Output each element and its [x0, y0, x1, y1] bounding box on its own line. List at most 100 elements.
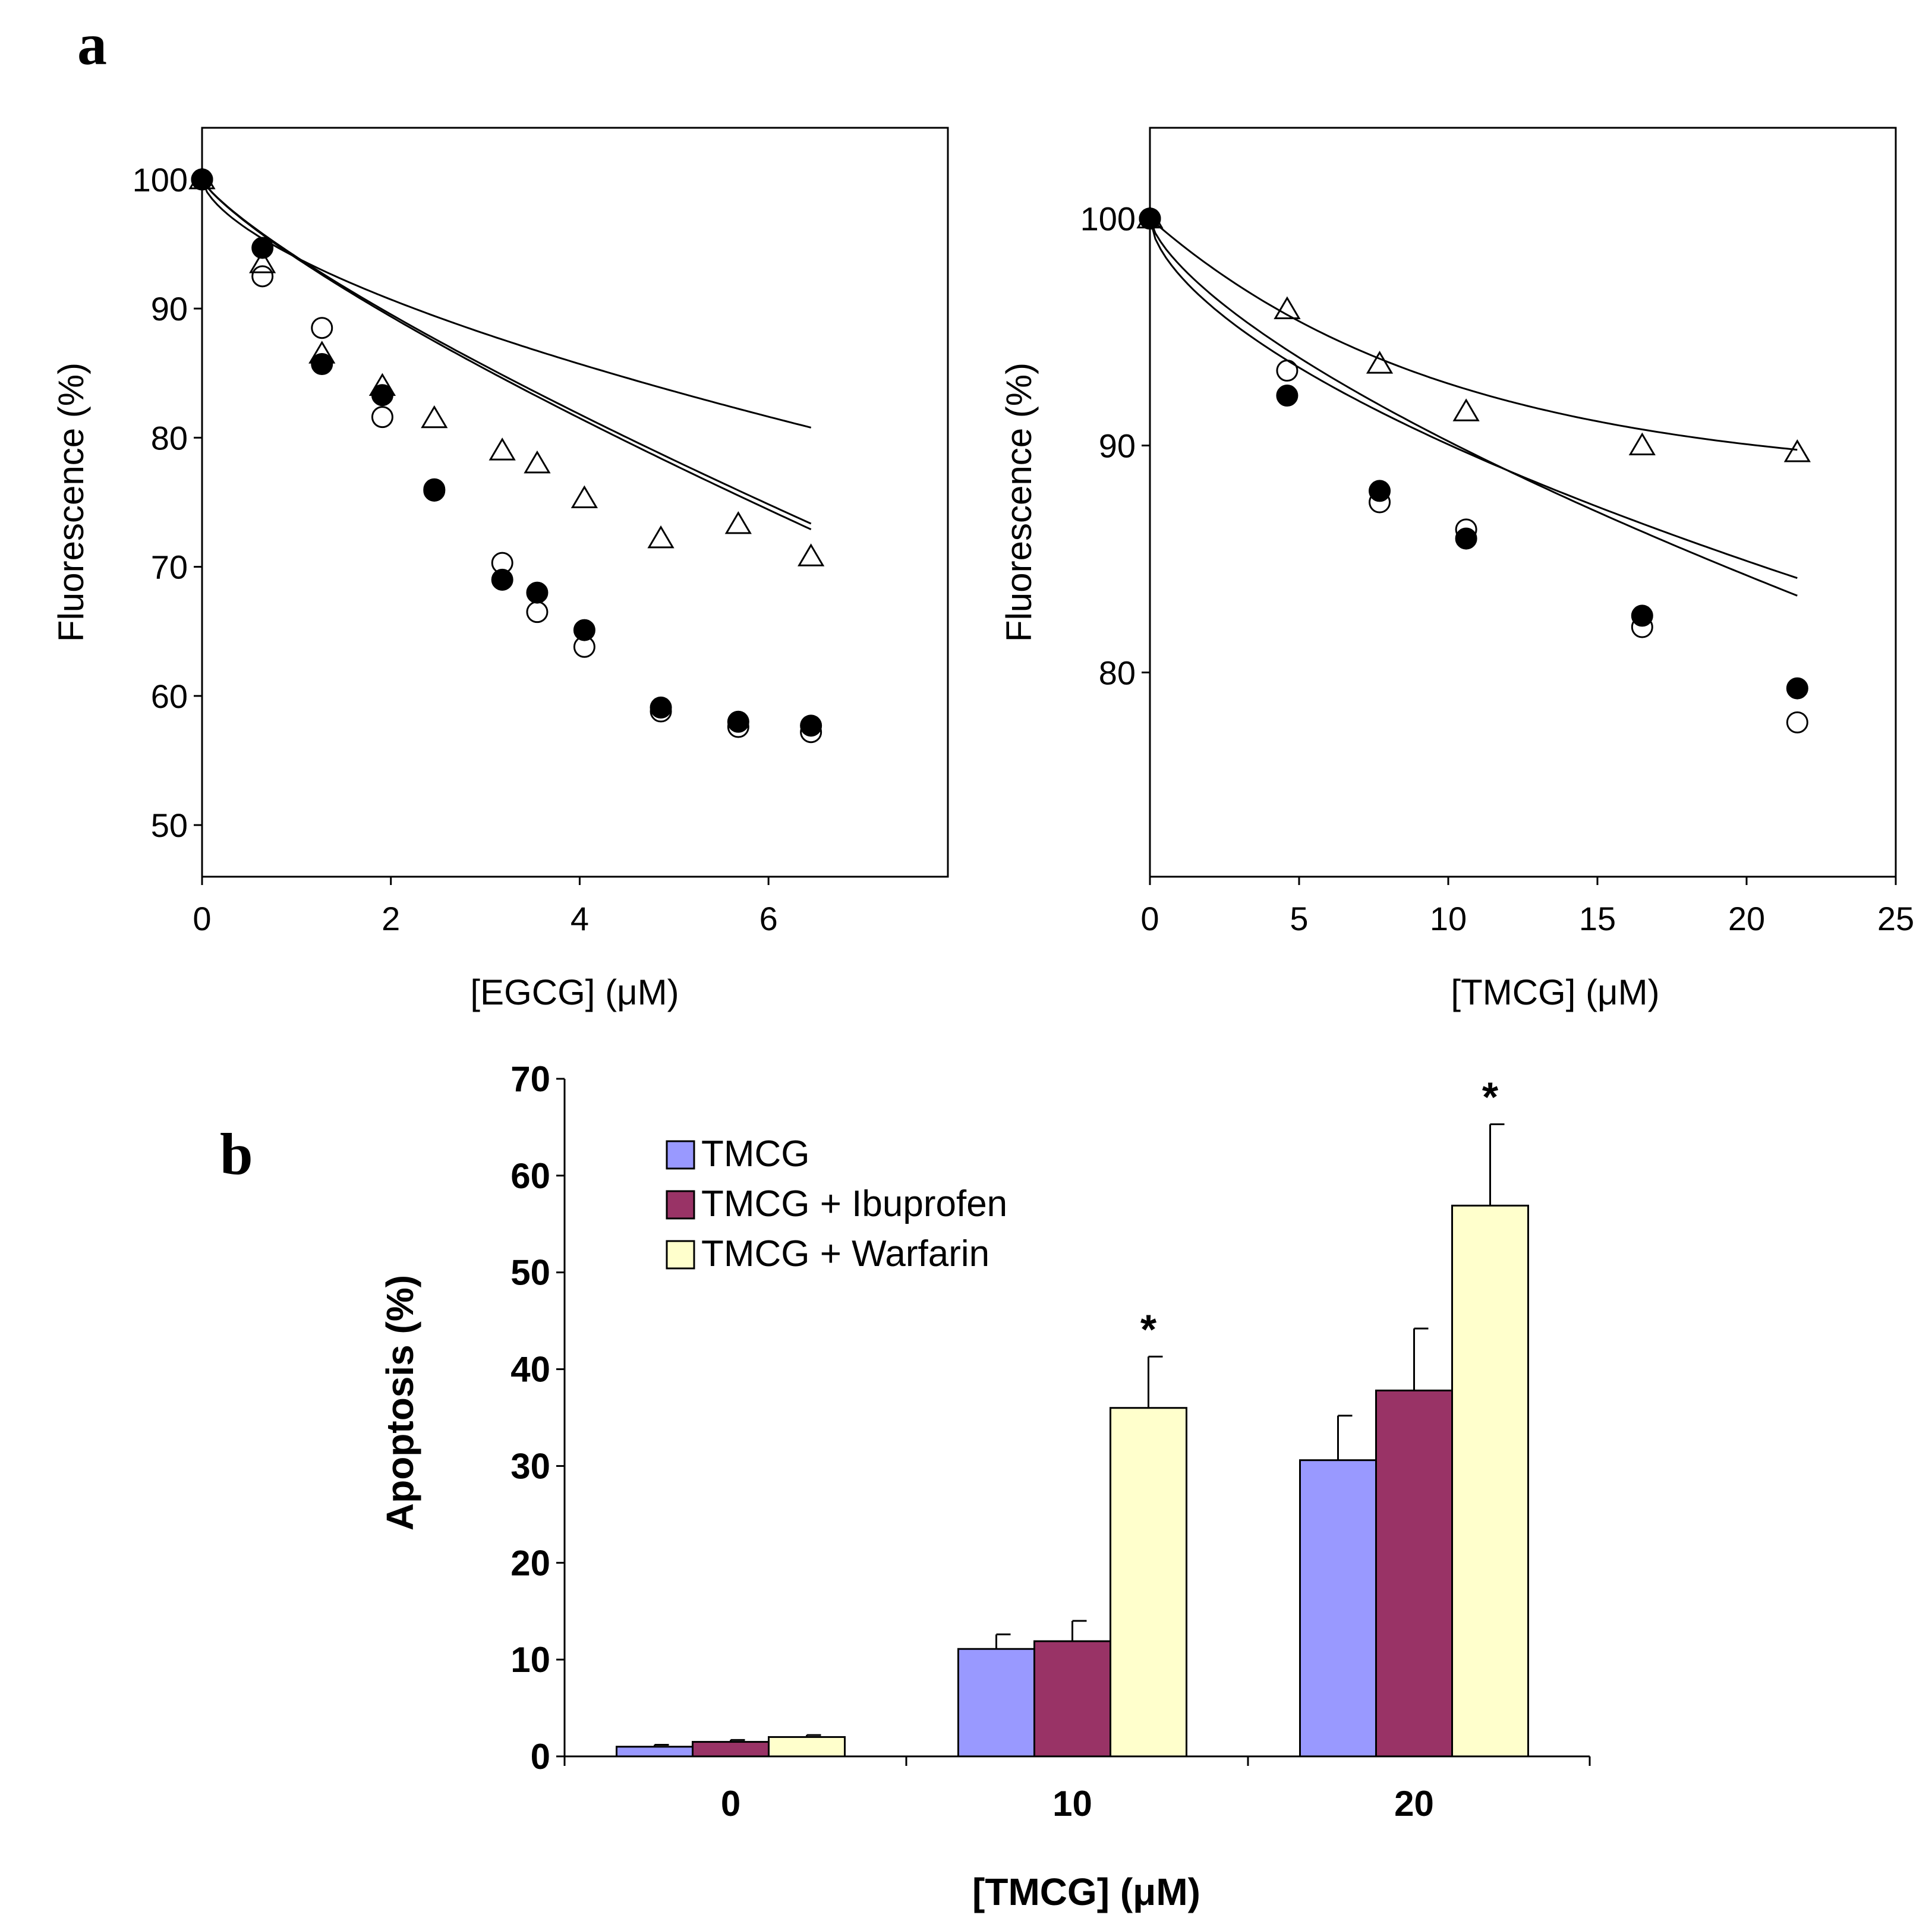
data-point	[1631, 616, 1653, 638]
y-tick-label: 70	[151, 549, 188, 586]
data-point	[650, 700, 672, 723]
panel-label-a: a	[77, 11, 107, 77]
apoptosis-y-axis-title: Apoptosis (%)	[379, 1275, 421, 1531]
y-tick-label: 70	[510, 1059, 550, 1099]
apoptosis-x-axis: 0 10 20	[563, 1756, 1591, 1824]
y-tick-label: 10	[510, 1640, 550, 1680]
y-tick-label: 90	[151, 290, 188, 328]
fit-curve	[1149, 218, 1798, 580]
bar	[1375, 1389, 1453, 1758]
data-point	[311, 353, 333, 376]
egcg-fit-curves	[201, 179, 812, 530]
data-point	[1276, 360, 1298, 382]
data-point	[308, 341, 336, 364]
data-point	[1455, 527, 1477, 550]
data-point	[1276, 385, 1298, 407]
data-point	[800, 714, 822, 737]
egcg-x-axis-title: [EGCG] (μM)	[470, 972, 679, 1012]
egcg-x-axis: 0 2 4 6	[193, 877, 778, 937]
data-point	[724, 511, 752, 534]
egcg-plot-frame	[201, 127, 949, 878]
y-tick-label: 50	[510, 1253, 550, 1293]
bar	[1110, 1407, 1187, 1758]
data-point	[311, 317, 333, 339]
x-tick-label: 15	[1579, 900, 1616, 937]
data-point	[251, 237, 274, 259]
data-point	[1369, 480, 1391, 502]
data-point	[571, 485, 598, 508]
data-point	[251, 265, 274, 288]
data-point	[1786, 711, 1808, 733]
egcg-y-axis: 50 60 70 80 90 100	[133, 161, 202, 844]
data-point	[188, 166, 216, 190]
bar	[616, 1746, 694, 1758]
fit-curve	[201, 179, 812, 525]
tmcg-x-axis: 0 5 10 15 20 25	[1140, 877, 1914, 937]
legend-swatch	[666, 1240, 695, 1270]
y-tick-label: 0	[531, 1737, 550, 1777]
y-tick-label: 100	[1080, 200, 1136, 238]
y-tick-label: 30	[510, 1446, 550, 1486]
data-point	[526, 601, 549, 624]
x-tick-label: 0	[721, 1784, 740, 1824]
legend-label: TMCG	[701, 1133, 810, 1174]
data-point	[1786, 677, 1808, 700]
x-tick-label: 25	[1877, 900, 1914, 937]
x-tick-label: 5	[1290, 900, 1308, 937]
x-tick-label: 20	[1394, 1784, 1434, 1824]
y-tick-label: 100	[133, 161, 188, 199]
data-point	[488, 437, 516, 461]
tmcg-fit-curves	[1149, 218, 1798, 597]
y-tick-label: 60	[510, 1156, 550, 1196]
bar	[1033, 1640, 1111, 1758]
tmcg-fluorescence-chart: 80 90 100 0 5 10 15 20 25 [TMCG] (μM) Fluoresce…	[999, 127, 1914, 1012]
legend-label: TMCG + Warfarin	[701, 1233, 989, 1274]
bar	[1451, 1204, 1529, 1758]
data-point	[800, 721, 822, 744]
fit-curve	[1149, 218, 1798, 597]
significance-star: *	[1482, 1074, 1499, 1120]
apoptosis-x-axis-title: [TMCG] (μM)	[972, 1871, 1200, 1913]
x-tick-label: 10	[1430, 900, 1467, 937]
data-point	[573, 635, 595, 658]
egcg-data-points	[188, 166, 825, 744]
egcg-y-axis-title: Fluorescence (%)	[51, 363, 91, 642]
data-point	[1274, 296, 1301, 319]
data-point	[1136, 205, 1164, 229]
fit-curve	[1149, 218, 1798, 451]
data-point	[798, 543, 825, 566]
data-point	[1631, 604, 1653, 627]
panel-label-b: b	[220, 1121, 253, 1187]
bar	[1299, 1459, 1377, 1758]
data-point	[1455, 518, 1477, 541]
data-point	[1783, 439, 1811, 462]
data-point	[727, 710, 749, 733]
data-point	[1366, 351, 1394, 374]
x-tick-label: 6	[759, 900, 778, 937]
data-point	[371, 406, 393, 429]
data-point	[423, 478, 446, 500]
bar	[692, 1741, 770, 1758]
data-point	[491, 568, 513, 591]
bar	[768, 1736, 846, 1758]
tmcg-y-axis: 80 90 100	[1080, 200, 1150, 691]
y-tick-label: 60	[151, 678, 188, 715]
tmcg-plot-frame	[1149, 127, 1897, 878]
tmcg-x-axis-title: [TMCG] (μM)	[1451, 972, 1659, 1012]
egcg-fluorescence-chart: 50 60 70 80 90 100 0 2 4 6 [EGCG] (μM) Fluoresce…	[51, 127, 949, 1012]
x-tick-label: 10	[1052, 1784, 1092, 1824]
bar	[957, 1648, 1035, 1758]
significance-star: *	[1140, 1306, 1157, 1352]
legend-swatch	[666, 1140, 695, 1170]
data-point	[727, 716, 749, 738]
apoptosis-y-axis: 0 10 20 30 40 50 60 70	[510, 1059, 565, 1777]
apoptosis-bars: **	[616, 1074, 1529, 1758]
data-point	[421, 405, 448, 429]
y-tick-label: 80	[151, 419, 188, 456]
legend-swatch	[666, 1190, 695, 1220]
data-point	[524, 450, 551, 474]
x-tick-label: 2	[382, 900, 400, 937]
data-point	[1628, 432, 1656, 456]
